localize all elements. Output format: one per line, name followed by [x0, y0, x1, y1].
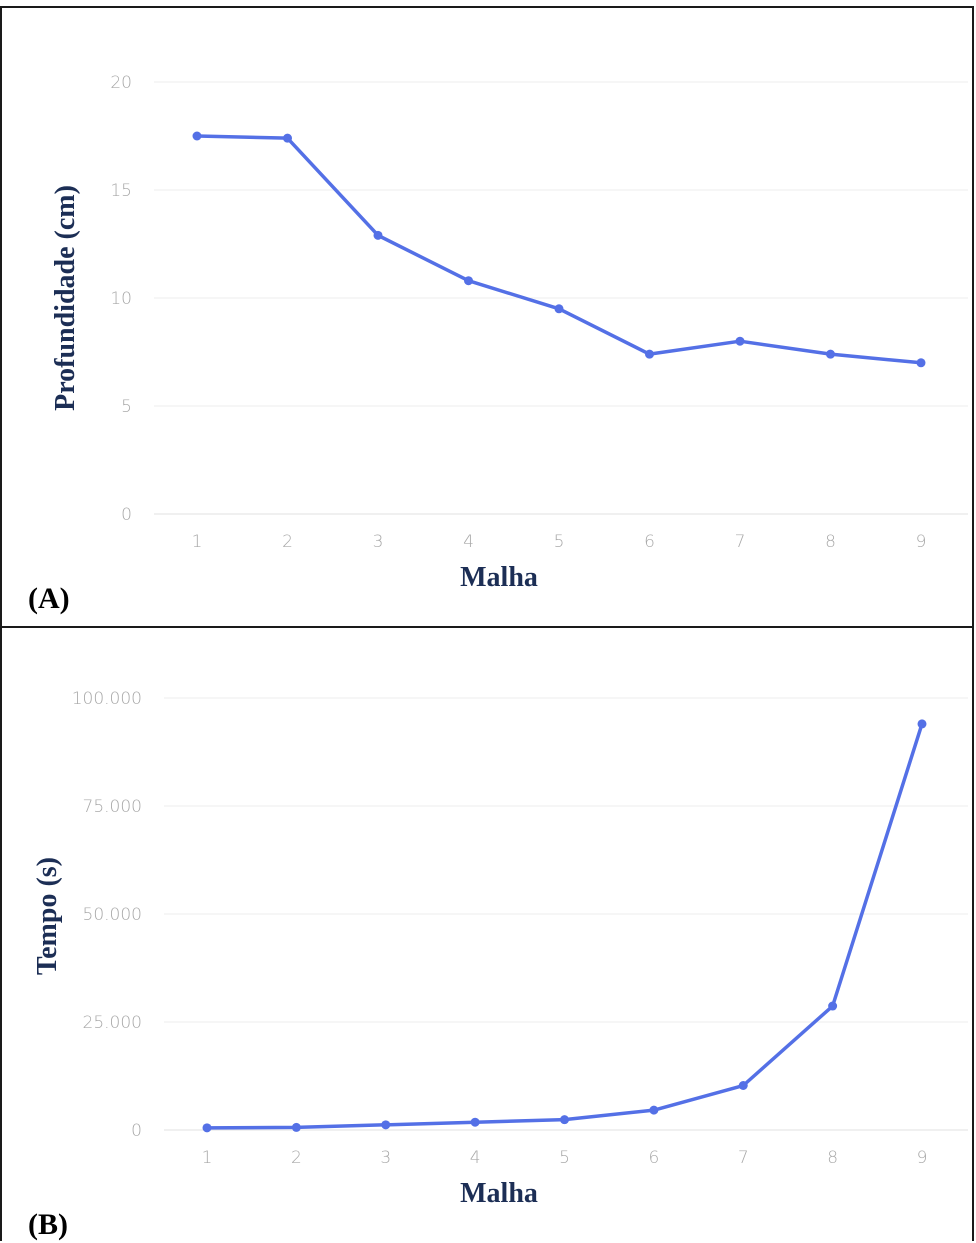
- y-tick-label: 10: [110, 289, 132, 309]
- data-point: [645, 349, 654, 359]
- data-point: [464, 276, 473, 286]
- data-point: [202, 1123, 212, 1133]
- x-tick-label: 3: [373, 532, 384, 552]
- y-tick-label: 100.000: [72, 689, 142, 709]
- panel-label: (A): [28, 582, 70, 615]
- x-tick-label: 7: [738, 1148, 749, 1168]
- data-point: [554, 304, 564, 314]
- x-tick-label: 1: [192, 532, 203, 552]
- y-tick-label: 75.000: [83, 797, 142, 817]
- x-tick-label: 2: [291, 1148, 302, 1168]
- x-tick-label: 9: [917, 1148, 928, 1168]
- data-point: [283, 133, 292, 143]
- data-point: [916, 358, 926, 368]
- series-line: [205, 722, 924, 1130]
- y-tick-label: 15: [110, 181, 132, 201]
- series-line: [195, 134, 923, 365]
- y-tick-label: 5: [121, 397, 132, 417]
- y-tick-label: 25.000: [83, 1013, 142, 1033]
- depth-chart: 0 5 10 15 20 1 2 3 4 5 6 7 8 9 Malha Profundidade (cm) (…: [28, 73, 968, 615]
- data-point: [828, 1001, 838, 1011]
- data-point: [649, 1105, 659, 1115]
- panel-a: 0 5 10 15 20 1 2 3 4 5 6 7 8 9 Malha Profundidade (cm) (…: [0, 6, 974, 628]
- y-tick-label: 0: [121, 505, 132, 525]
- y-tick-label: 20: [110, 73, 132, 93]
- data-point: [826, 349, 835, 359]
- x-axis-title: Malha: [460, 562, 538, 593]
- y-tick-label: 0: [131, 1121, 142, 1141]
- y-tick-label: 50.000: [83, 905, 142, 925]
- data-point: [291, 1122, 301, 1132]
- time-chart: 0 25.000 50.000 75.000 100.000 1 2 3 4 5 6 7 8 9 Malha…: [28, 689, 968, 1241]
- x-tick-label: 7: [735, 532, 746, 552]
- x-tick-label: 4: [463, 532, 474, 552]
- data-point: [738, 1081, 748, 1091]
- data-point: [381, 1120, 391, 1130]
- x-tick-label: 3: [380, 1148, 391, 1168]
- x-tick-label: 8: [827, 1148, 838, 1168]
- x-tick-label: 5: [554, 532, 565, 552]
- data-point: [917, 719, 927, 729]
- x-tick-label: 6: [648, 1148, 659, 1168]
- x-tick-label: 9: [916, 532, 927, 552]
- y-axis-title: Tempo (s): [32, 857, 63, 975]
- y-axis-title: Profundidade (cm): [50, 185, 81, 411]
- panel-label: (B): [28, 1208, 68, 1241]
- x-tick-label: 6: [644, 532, 655, 552]
- x-tick-label: 2: [282, 532, 293, 552]
- x-axis-title: Malha: [460, 1178, 538, 1209]
- x-tick-label: 1: [202, 1148, 213, 1168]
- data-point: [192, 131, 202, 141]
- data-point: [373, 230, 383, 240]
- data-point: [735, 336, 745, 346]
- x-tick-label: 4: [470, 1148, 481, 1168]
- panel-b: 0 25.000 50.000 75.000 100.000 1 2 3 4 5 6 7 8 9 Malha…: [0, 626, 974, 1241]
- data-point: [560, 1115, 569, 1125]
- x-tick-label: 5: [559, 1148, 570, 1168]
- data-point: [470, 1117, 480, 1127]
- x-tick-label: 8: [825, 532, 836, 552]
